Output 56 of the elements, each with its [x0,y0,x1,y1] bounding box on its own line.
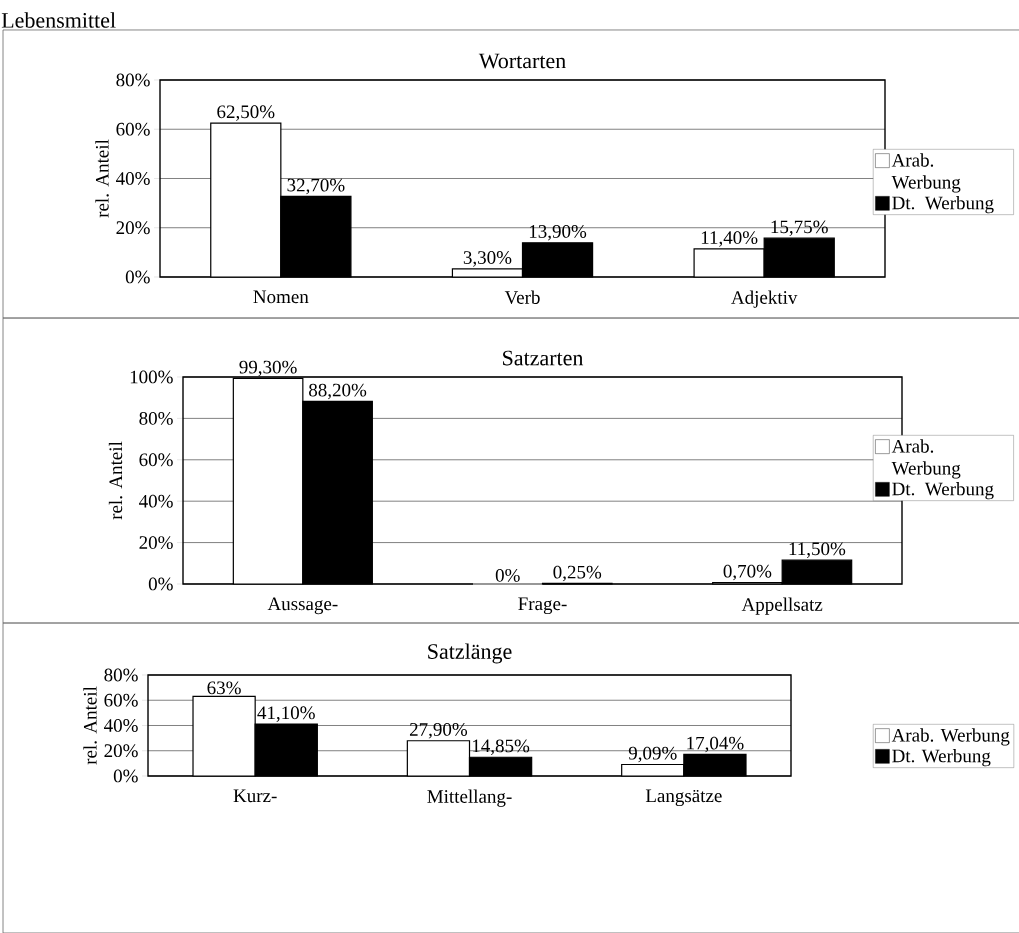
chart-title: Satzlänge [428,643,512,664]
legend-label: Dt. Werbung [892,749,991,767]
y-tick-label: 20% [116,221,150,235]
y-tick-label: 60% [116,122,150,136]
text: Lebensmittel [1,12,116,28]
chart-title: Wortarten [478,53,566,69]
x-tick-label: Adjektiv [731,290,798,308]
legend-label: Arab. Werbung [891,728,1010,746]
y-tick-label: 80% [116,73,150,87]
y-tick-label: 60% [139,453,173,467]
y-tick-label: 100% [130,370,173,384]
y-axis-title: rel. Anteil [108,441,123,520]
data-label: 17,04% [687,736,744,753]
y-tick-label: 20% [139,536,173,550]
data-label: 15,75% [771,220,828,236]
data-label: 0,25% [553,565,602,582]
y-tick-label: 80% [139,411,173,425]
data-label: 41,10% [257,706,315,722]
x-tick-label: Appellsatz [741,597,823,615]
data-label: 27,90% [409,723,468,739]
y-axis-title: rel. Anteil [83,686,97,765]
y-tick-label: 40% [116,172,150,185]
x-tick-label: Mittellang- [427,789,512,807]
y-tick-label: 20% [104,744,138,758]
data-label: 9,09% [628,746,677,763]
data-label: 14,85% [472,739,530,756]
y-axis-title: rel. Anteil [95,139,109,218]
y-tick-label: 40% [139,494,173,508]
data-label: 13,90% [529,225,587,241]
data-label: 11,50% [789,542,846,558]
data-label: 32,70% [287,178,345,195]
data-label: 11,40% [701,231,758,247]
data-label: 0,70% [723,564,772,581]
legend-label: Dt. Werbung [892,195,994,214]
data-label: 3,30% [463,251,512,267]
data-label: 0% [495,568,520,582]
legend-label: Dt. Werbung [892,482,994,500]
legend-label: Arab. Werbung [891,153,961,193]
x-tick-label: Aussage- [267,597,338,615]
y-tick-label: 60% [104,693,138,707]
data-label: 88,20% [309,383,367,400]
y-tick-label: 0% [125,270,150,284]
y-tick-label: 80% [104,668,138,682]
data-label: 63% [207,681,241,695]
legend-label: Arab. Werbung [891,439,961,479]
y-tick-label: 40% [104,719,138,732]
data-label: 99,30% [239,360,297,377]
x-tick-label: Langsätze [645,789,722,807]
y-tick-label: 0% [113,769,138,783]
x-tick-label: Frage- [518,597,567,615]
x-tick-label: Verb [504,290,540,304]
x-tick-label: Kurz- [233,789,277,803]
x-tick-label: Nomen [253,290,309,304]
y-tick-label: 0% [148,577,173,591]
chart-title: Satzarten [503,350,584,366]
data-label: 62,50% [217,105,275,121]
